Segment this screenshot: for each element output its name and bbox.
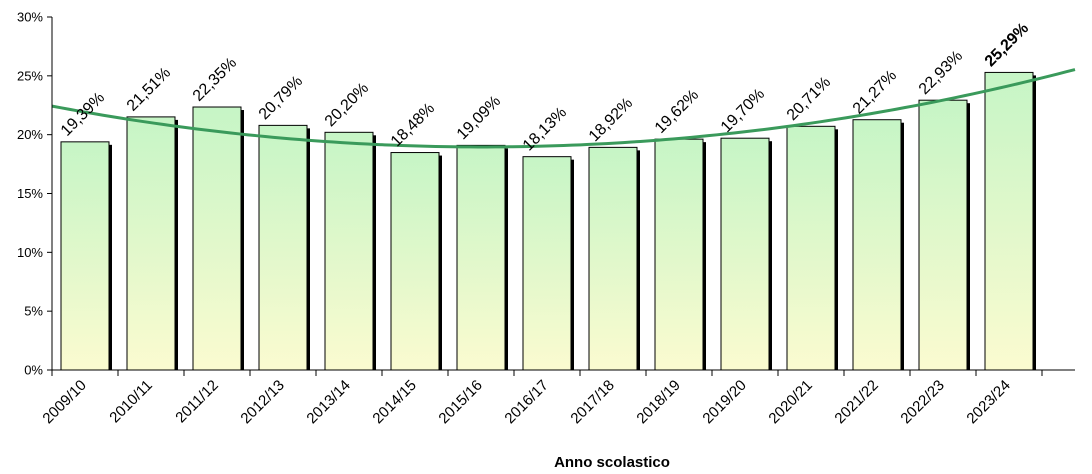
x-tick-label: 2011/12 xyxy=(172,377,222,427)
x-tick-label: 2010/11 xyxy=(106,377,156,427)
x-tick-label: 2018/19 xyxy=(633,377,683,427)
x-tick-label: 2019/20 xyxy=(699,377,749,427)
data-label: 19,62% xyxy=(652,87,702,137)
data-label: 19,09% xyxy=(454,93,504,143)
bar xyxy=(258,124,308,371)
data-label: 18,92% xyxy=(586,95,636,145)
x-tick-label: 2022/23 xyxy=(897,377,947,427)
bar xyxy=(126,116,176,371)
trendline-path xyxy=(51,68,1076,149)
data-label: 18,48% xyxy=(388,100,438,150)
data-label: 22,93% xyxy=(916,48,966,98)
data-label: 20,79% xyxy=(256,73,306,123)
x-tick-label: 2015/16 xyxy=(435,377,485,427)
x-tick-label: 2013/14 xyxy=(303,377,353,427)
bar xyxy=(984,71,1034,371)
bar xyxy=(324,131,374,371)
x-tick-label: 2020/21 xyxy=(765,377,815,427)
bar xyxy=(918,99,968,371)
bar xyxy=(588,146,638,371)
data-label: 21,51% xyxy=(124,64,174,114)
data-label: 20,71% xyxy=(784,74,834,124)
data-label: 22,35% xyxy=(190,54,240,104)
bar xyxy=(852,119,902,371)
data-label: 20,20% xyxy=(322,80,372,130)
y-tick-label: 10% xyxy=(17,245,43,260)
x-tick-label: 2016/17 xyxy=(501,377,551,427)
bar xyxy=(522,156,572,371)
y-tick-label: 5% xyxy=(24,304,43,319)
y-tick-label: 15% xyxy=(17,186,43,201)
bar xyxy=(720,137,770,371)
x-tick-label: 2017/18 xyxy=(567,377,617,427)
x-tick-label: 2014/15 xyxy=(369,377,419,427)
bars xyxy=(60,71,1036,371)
bar xyxy=(456,144,506,371)
data-label: 25,29% xyxy=(982,20,1032,70)
axes: 0% 5% 10% 15% 20% 25% 30% xyxy=(17,10,1075,378)
y-tick-label: 30% xyxy=(17,10,43,25)
x-tick-label: 2023/24 xyxy=(963,377,1013,427)
trendline xyxy=(51,68,1076,149)
y-tick-label: 20% xyxy=(17,127,43,142)
y-tick-label: 25% xyxy=(17,68,43,83)
x-axis-title: Anno scolastico xyxy=(554,454,670,471)
bar xyxy=(60,141,110,371)
x-tick-label: 2012/13 xyxy=(237,377,287,427)
x-tick-label: 2021/22 xyxy=(831,377,881,427)
y-tick-label: 0% xyxy=(24,363,43,378)
x-tick-label: 2009/10 xyxy=(39,377,89,427)
bar xyxy=(390,152,440,371)
bar xyxy=(786,125,836,371)
bar xyxy=(654,138,704,371)
bar xyxy=(192,106,242,371)
